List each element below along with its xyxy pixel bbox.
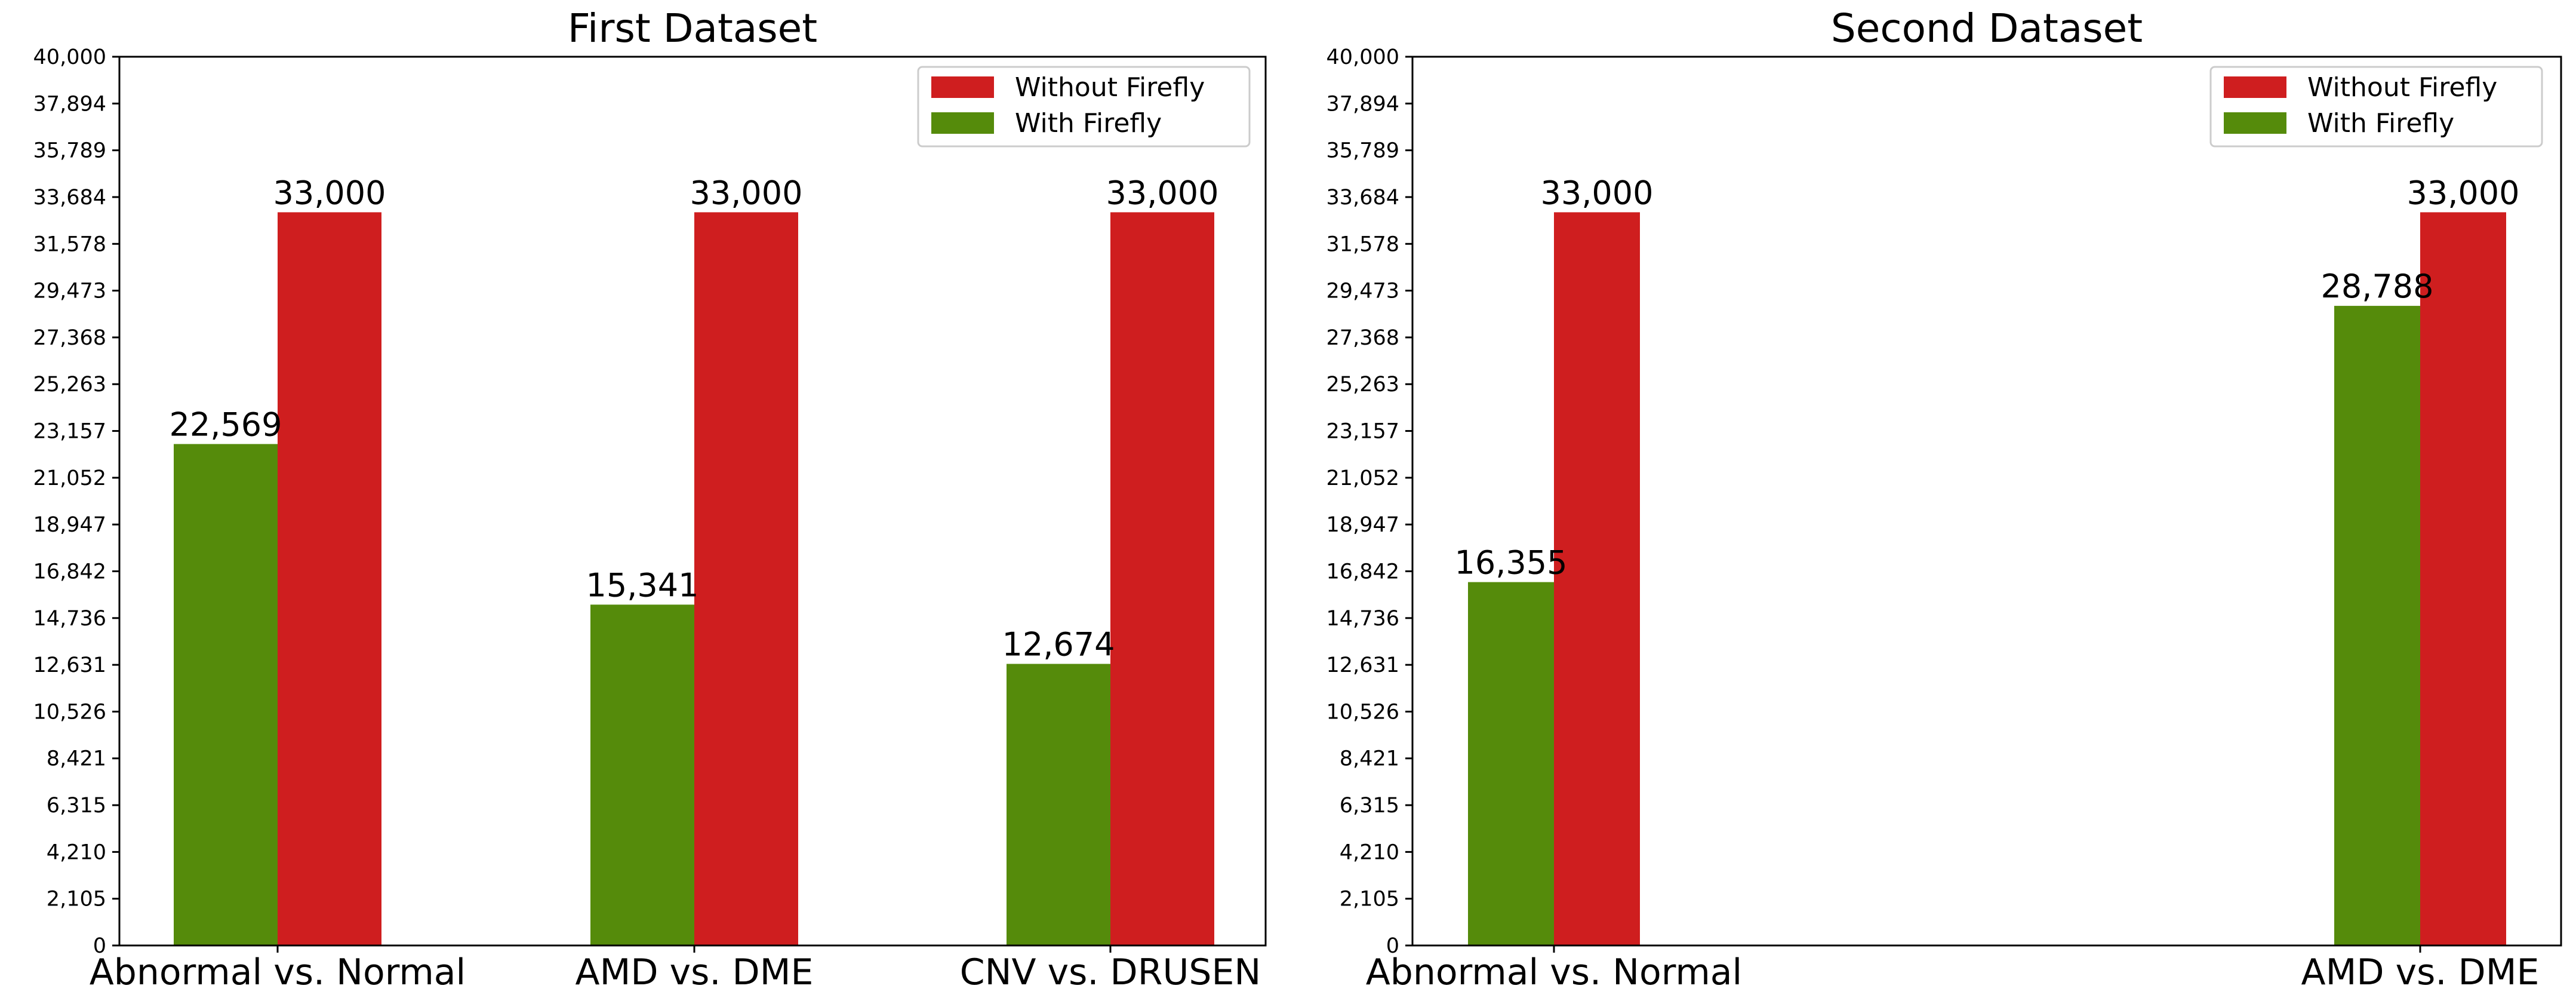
legend-label-without-firefly: Without Firefly (1015, 72, 1205, 103)
bar-value-label: 28,788 (2321, 268, 2434, 305)
bars (1468, 212, 2506, 945)
y-tick-label: 37,894 (33, 92, 106, 116)
y-tick-label: 33,684 (1327, 186, 1399, 210)
y-tick-label: 25,263 (1327, 373, 1399, 397)
y-tick-label: 18,947 (33, 513, 106, 537)
y-tick-label: 16,842 (1327, 560, 1399, 584)
y-axis: 0 2,105 4,210 6,315 8,421 10,526 12,631 14,736 1… (33, 45, 119, 958)
y-tick-label: 14,736 (1327, 607, 1399, 631)
legend-label-without-firefly: Without Firefly (2307, 72, 2497, 103)
bar-without-firefly (2420, 212, 2506, 945)
y-tick-label: 12,631 (1327, 653, 1399, 677)
bar-value-label: 33,000 (690, 174, 803, 211)
bar-value-label: 12,674 (1002, 626, 1115, 664)
bar-value-label: 33,000 (1106, 174, 1219, 211)
y-tick-label: 8,421 (1340, 747, 1399, 771)
bar-value-label: 22,569 (170, 406, 282, 443)
y-tick-label: 23,157 (33, 420, 106, 444)
bar-value-label: 33,000 (1541, 174, 1654, 211)
y-tick-label: 8,421 (47, 747, 106, 771)
y-tick-label: 6,315 (1340, 794, 1399, 818)
y-tick-label: 21,052 (1327, 466, 1399, 490)
bar-with-firefly (590, 604, 694, 945)
y-tick-label: 40,000 (33, 45, 106, 69)
bar-without-firefly (1554, 212, 1640, 945)
legend: Without Firefly With Firefly (917, 66, 1251, 148)
plot-area-frame (1411, 56, 2562, 947)
y-tick-label: 18,947 (1327, 513, 1399, 537)
bar-value-label: 16,355 (1455, 544, 1568, 582)
y-tick-label: 16,842 (33, 560, 106, 584)
x-tick-label: Abnormal vs. Normal (90, 951, 466, 993)
y-tick-label: 37,894 (1327, 92, 1399, 116)
legend-box (2209, 66, 2543, 148)
legend-label-with-firefly: With Firefly (2307, 108, 2454, 139)
x-tick-label: AMD vs. DME (575, 951, 814, 993)
y-tick-label: 6,315 (47, 794, 106, 818)
chart-title: First Dataset (568, 5, 817, 51)
bar-with-firefly (1007, 664, 1110, 945)
bar-with-firefly (1468, 582, 1554, 945)
y-tick-label: 29,473 (33, 280, 106, 303)
y-tick-label: 0 (93, 934, 106, 958)
chart-first-dataset: First Dataset 0 2,105 4,210 6,315 8,421 10,52… (33, 5, 1267, 993)
y-tick-label: 2,105 (1340, 888, 1399, 911)
y-tick-label: 25,263 (33, 373, 106, 397)
chart-title: Second Dataset (1831, 5, 2143, 51)
y-tick-label: 35,789 (1327, 139, 1399, 163)
y-tick-label: 12,631 (33, 653, 106, 677)
y-tick-label: 14,736 (33, 607, 106, 631)
y-tick-label: 33,684 (33, 186, 106, 210)
y-tick-label: 31,578 (33, 232, 106, 256)
y-tick-label: 31,578 (1327, 232, 1399, 256)
y-tick-label: 0 (1386, 934, 1399, 958)
x-tick-label: CNV vs. DRUSEN (960, 951, 1261, 993)
y-tick-label: 4,210 (1340, 840, 1399, 864)
y-tick-label: 2,105 (47, 888, 106, 911)
bar-value-label: 33,000 (273, 174, 386, 211)
y-tick-label: 10,526 (33, 700, 106, 724)
bar-with-firefly (2334, 306, 2420, 945)
bar-labels: 22,569 33,000 15,341 33,000 12,674 33,000 (170, 174, 1219, 663)
bars (174, 212, 1214, 945)
y-tick-label: 23,157 (1327, 420, 1399, 444)
legend-box (917, 66, 1251, 148)
y-tick-label: 4,210 (47, 840, 106, 864)
y-tick-label: 40,000 (1327, 45, 1399, 69)
y-axis: 0 2,105 4,210 6,315 8,421 10,526 12,631 14,736 1… (1327, 45, 1412, 958)
y-tick-label: 35,789 (33, 139, 106, 163)
bar-with-firefly (174, 444, 278, 945)
bar-labels: 16,355 33,000 28,788 33,000 (1455, 174, 2520, 581)
bar-without-firefly (694, 212, 798, 945)
plot-area-frame (118, 56, 1267, 947)
x-tick-label: AMD vs. DME (2301, 951, 2540, 993)
legend-label-with-firefly: With Firefly (1015, 108, 1162, 139)
y-tick-label: 29,473 (1327, 280, 1399, 303)
bar-without-firefly (278, 212, 381, 945)
x-tick-label: Abnormal vs. Normal (1366, 951, 1742, 993)
y-tick-label: 10,526 (1327, 700, 1399, 724)
chart-second-dataset: Second Dataset 0 2,105 4,210 6,315 8,421 10,5… (1327, 5, 2562, 993)
y-tick-label: 27,368 (1327, 326, 1399, 350)
bar-without-firefly (1110, 212, 1214, 945)
y-tick-label: 21,052 (33, 466, 106, 490)
legend-swatch-without-firefly (2224, 76, 2286, 98)
bar-value-label: 15,341 (586, 566, 699, 604)
legend-swatch-without-firefly (931, 76, 994, 98)
y-tick-label: 27,368 (33, 326, 106, 350)
legend: Without Firefly With Firefly (2209, 66, 2543, 148)
x-axis: Abnormal vs. Normal AMD vs. DME (1366, 945, 2540, 993)
legend-swatch-with-firefly (2224, 112, 2286, 134)
legend-swatch-with-firefly (931, 112, 994, 134)
x-axis: Abnormal vs. Normal AMD vs. DME CNV vs. DR… (90, 945, 1261, 993)
bar-value-label: 33,000 (2407, 174, 2520, 211)
